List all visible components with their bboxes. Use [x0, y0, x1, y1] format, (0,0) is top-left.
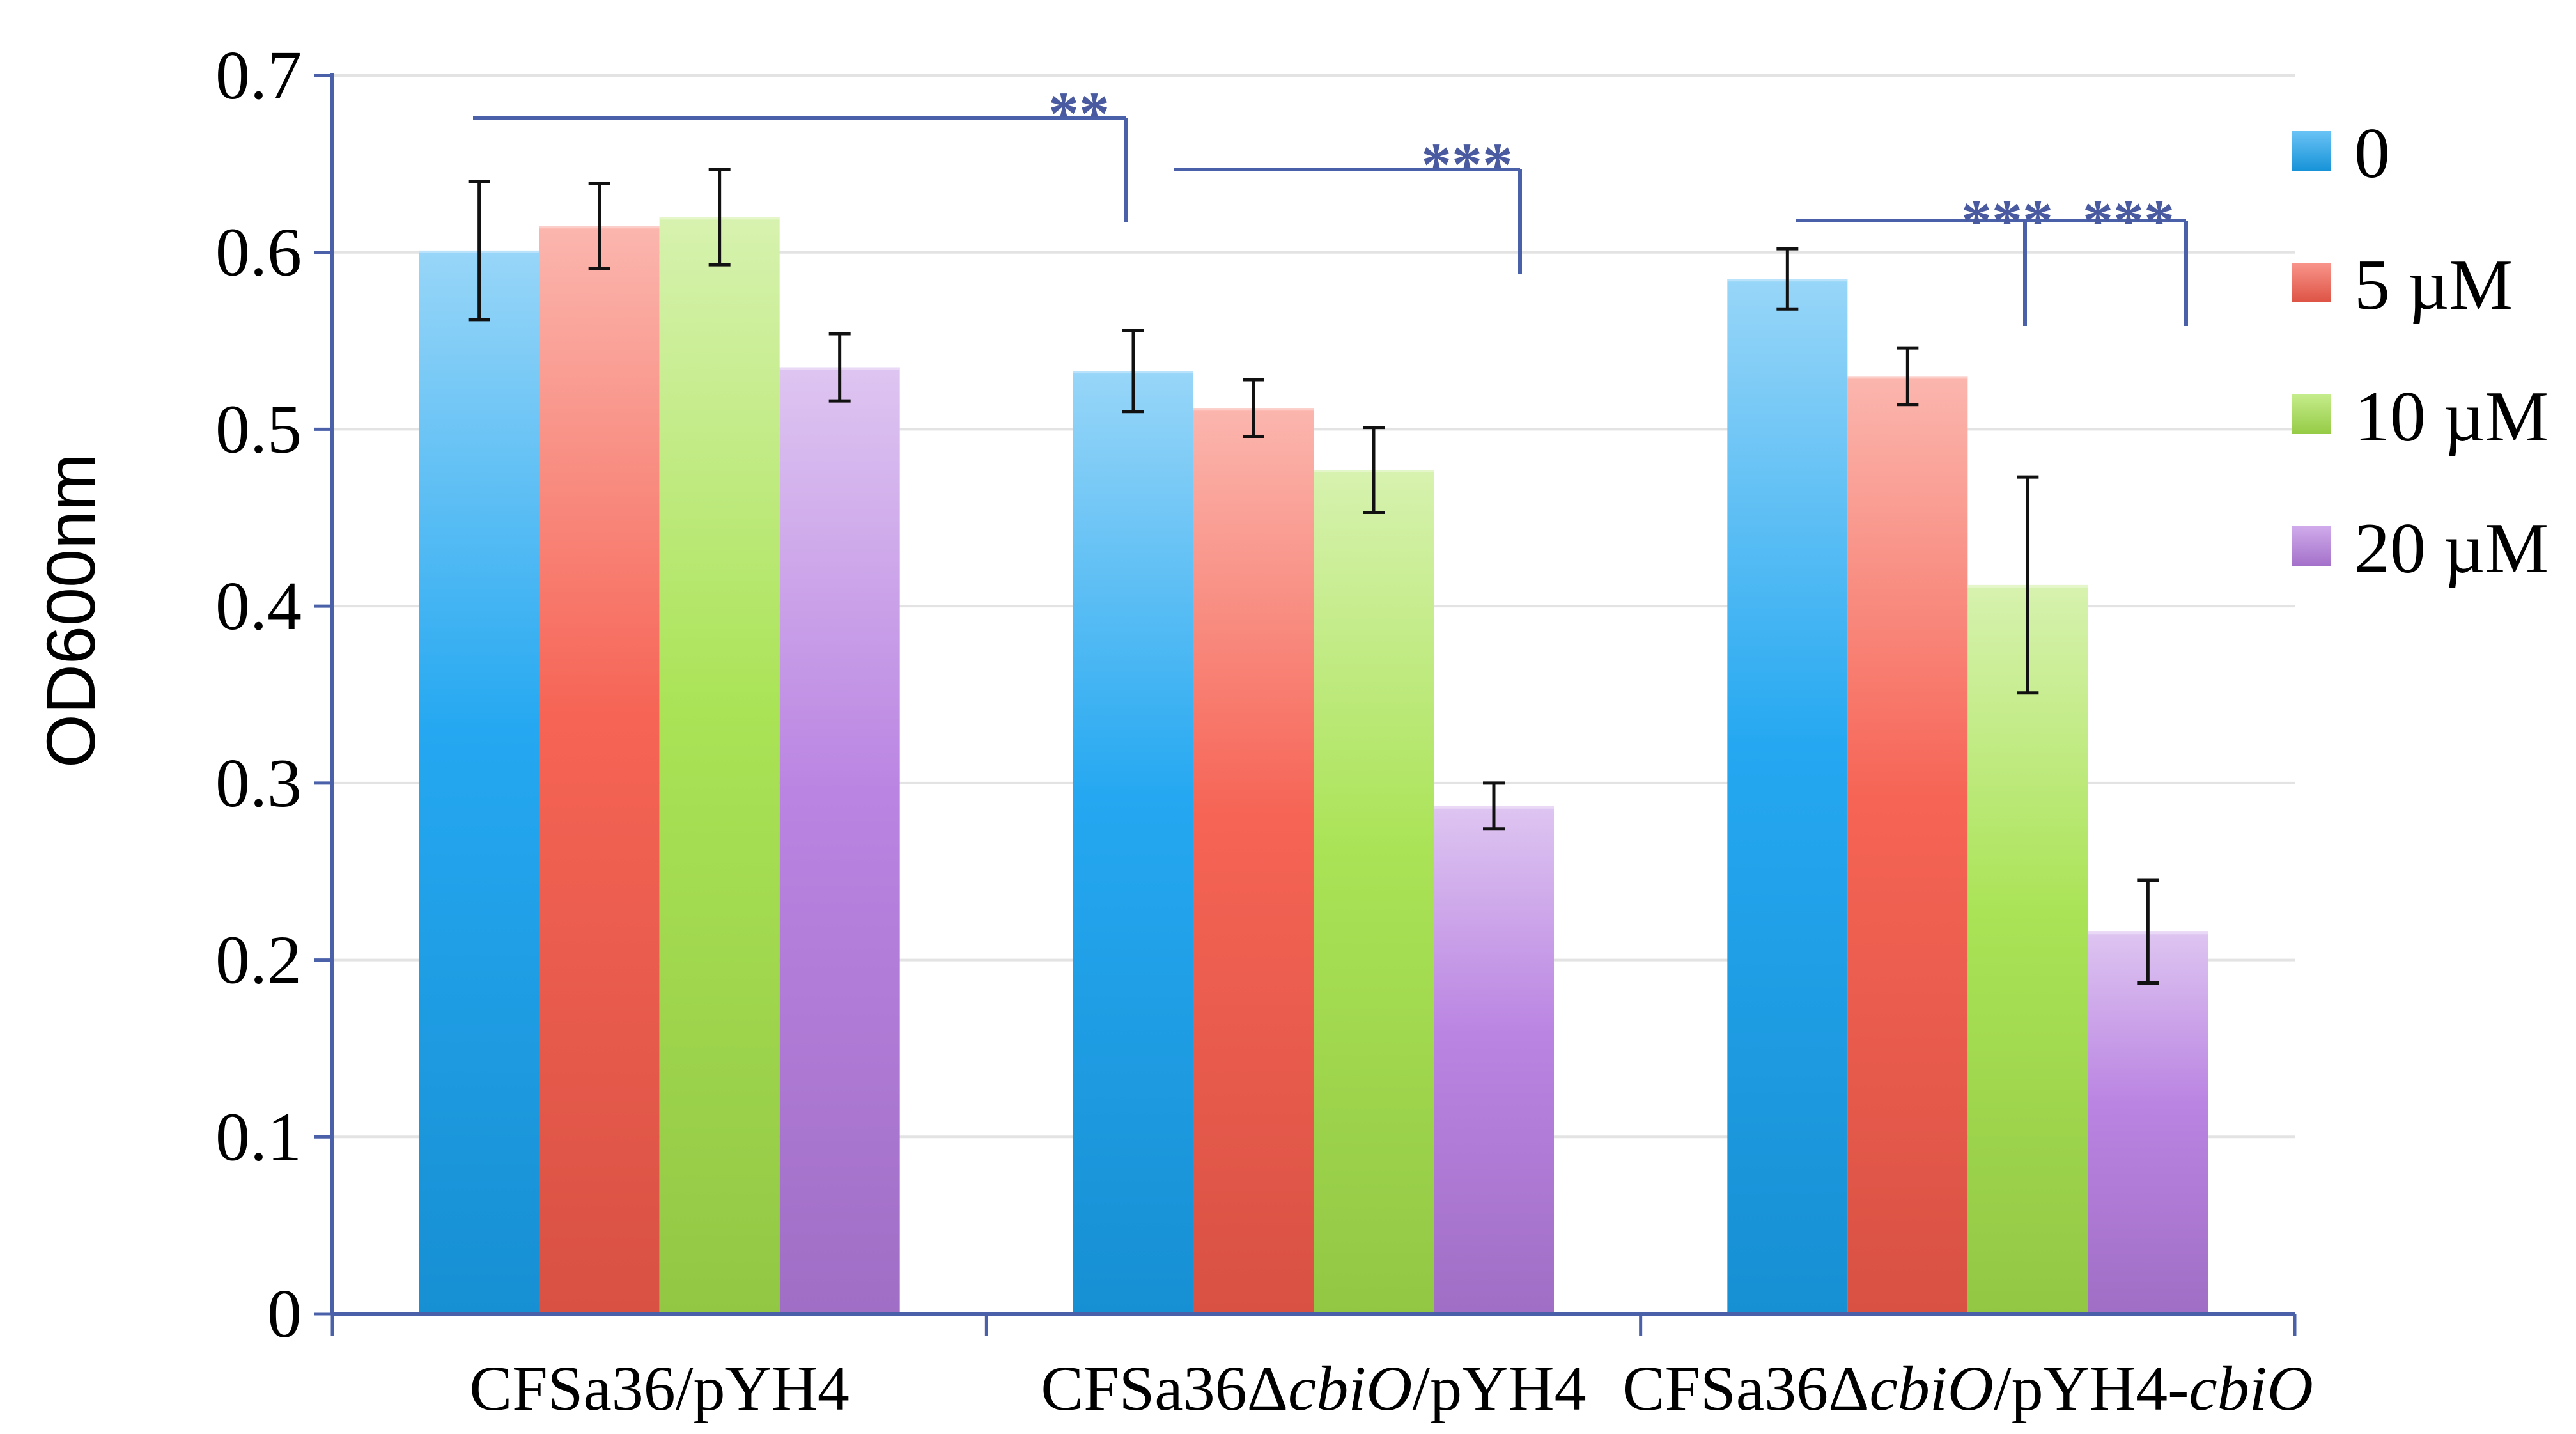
y-tick-label: 0.5 [215, 391, 302, 467]
significance-label: *** [2083, 187, 2175, 255]
legend-label: 10 µM [2354, 377, 2549, 456]
y-tick-label: 0.6 [215, 215, 302, 291]
bar-0-1 [1073, 371, 1193, 1314]
bar-2-0 [659, 217, 780, 1314]
bar-0-0 [419, 250, 539, 1314]
bar-2-2 [1967, 584, 2088, 1314]
y-tick-label: 0.1 [215, 1099, 302, 1175]
y-tick-label: 0 [267, 1276, 302, 1352]
bar-1-2 [1847, 376, 1968, 1314]
bar-3-2 [2088, 931, 2208, 1314]
y-axis-label: OD600nm [32, 453, 109, 768]
bar-3-1 [1434, 806, 1554, 1314]
bar-3-0 [779, 367, 900, 1314]
legend-label: 5 µM [2354, 245, 2513, 325]
bar-1-0 [539, 226, 660, 1314]
y-tick-label: 0.7 [215, 38, 302, 114]
x-category-label: CFSa36ΔcbiO/pYH4-cbiO [1622, 1353, 2313, 1424]
significance-brackets: ******** *** [473, 79, 2188, 326]
legend-swatch [2292, 394, 2331, 434]
bar-1-1 [1193, 408, 1314, 1314]
y-tick-label: 0.3 [215, 745, 302, 822]
legend-swatch [2292, 131, 2331, 171]
x-category-label: CFSa36/pYH4 [469, 1353, 850, 1424]
significance-label: *** [1421, 130, 1513, 199]
legend-label: 0 [2354, 114, 2390, 193]
legend-label: 20 µM [2354, 509, 2549, 588]
bars [419, 217, 2208, 1314]
significance-label: ** [1048, 79, 1110, 148]
axes: 0 0.1 0.2 0.3 0.4 0.5 0.6 0.7 CFSa36/pYH4 CFSa36Δ… [215, 38, 2313, 1424]
legend-swatch [2292, 526, 2331, 566]
y-tick-label: 0.4 [215, 568, 302, 644]
bar-0-2 [1727, 279, 1848, 1314]
y-tick-label: 0.2 [215, 923, 302, 999]
x-category-label: CFSa36ΔcbiO/pYH4 [1041, 1353, 1586, 1424]
error-bars [468, 168, 2159, 985]
legend-swatch [2292, 263, 2331, 302]
bar-2-1 [1314, 470, 1434, 1314]
legend: 0 5 µM 10 µM 20 µM [2292, 114, 2549, 588]
